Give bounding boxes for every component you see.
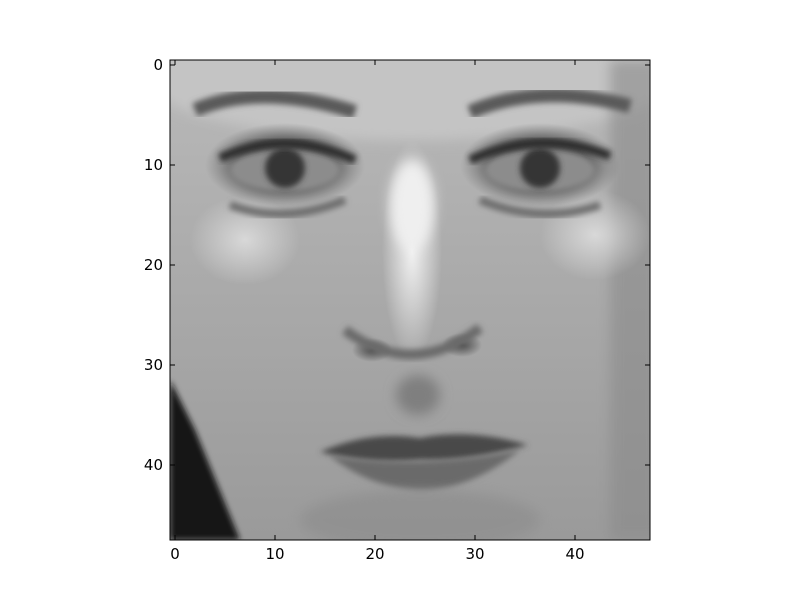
x-tick-label: 40 [565, 545, 584, 563]
x-tick-label: 10 [265, 545, 284, 563]
x-tick-label: 30 [465, 545, 484, 563]
y-tick-label: 10 [144, 156, 163, 174]
y-tick-label: 30 [144, 356, 163, 374]
plot-frame [169, 59, 651, 541]
y-tick-label: 40 [144, 456, 163, 474]
y-tick-label: 20 [144, 256, 163, 274]
x-tick-label: 0 [170, 545, 180, 563]
face-image [170, 60, 650, 540]
y-tick-label: 0 [153, 56, 163, 74]
x-tick-label: 20 [365, 545, 384, 563]
